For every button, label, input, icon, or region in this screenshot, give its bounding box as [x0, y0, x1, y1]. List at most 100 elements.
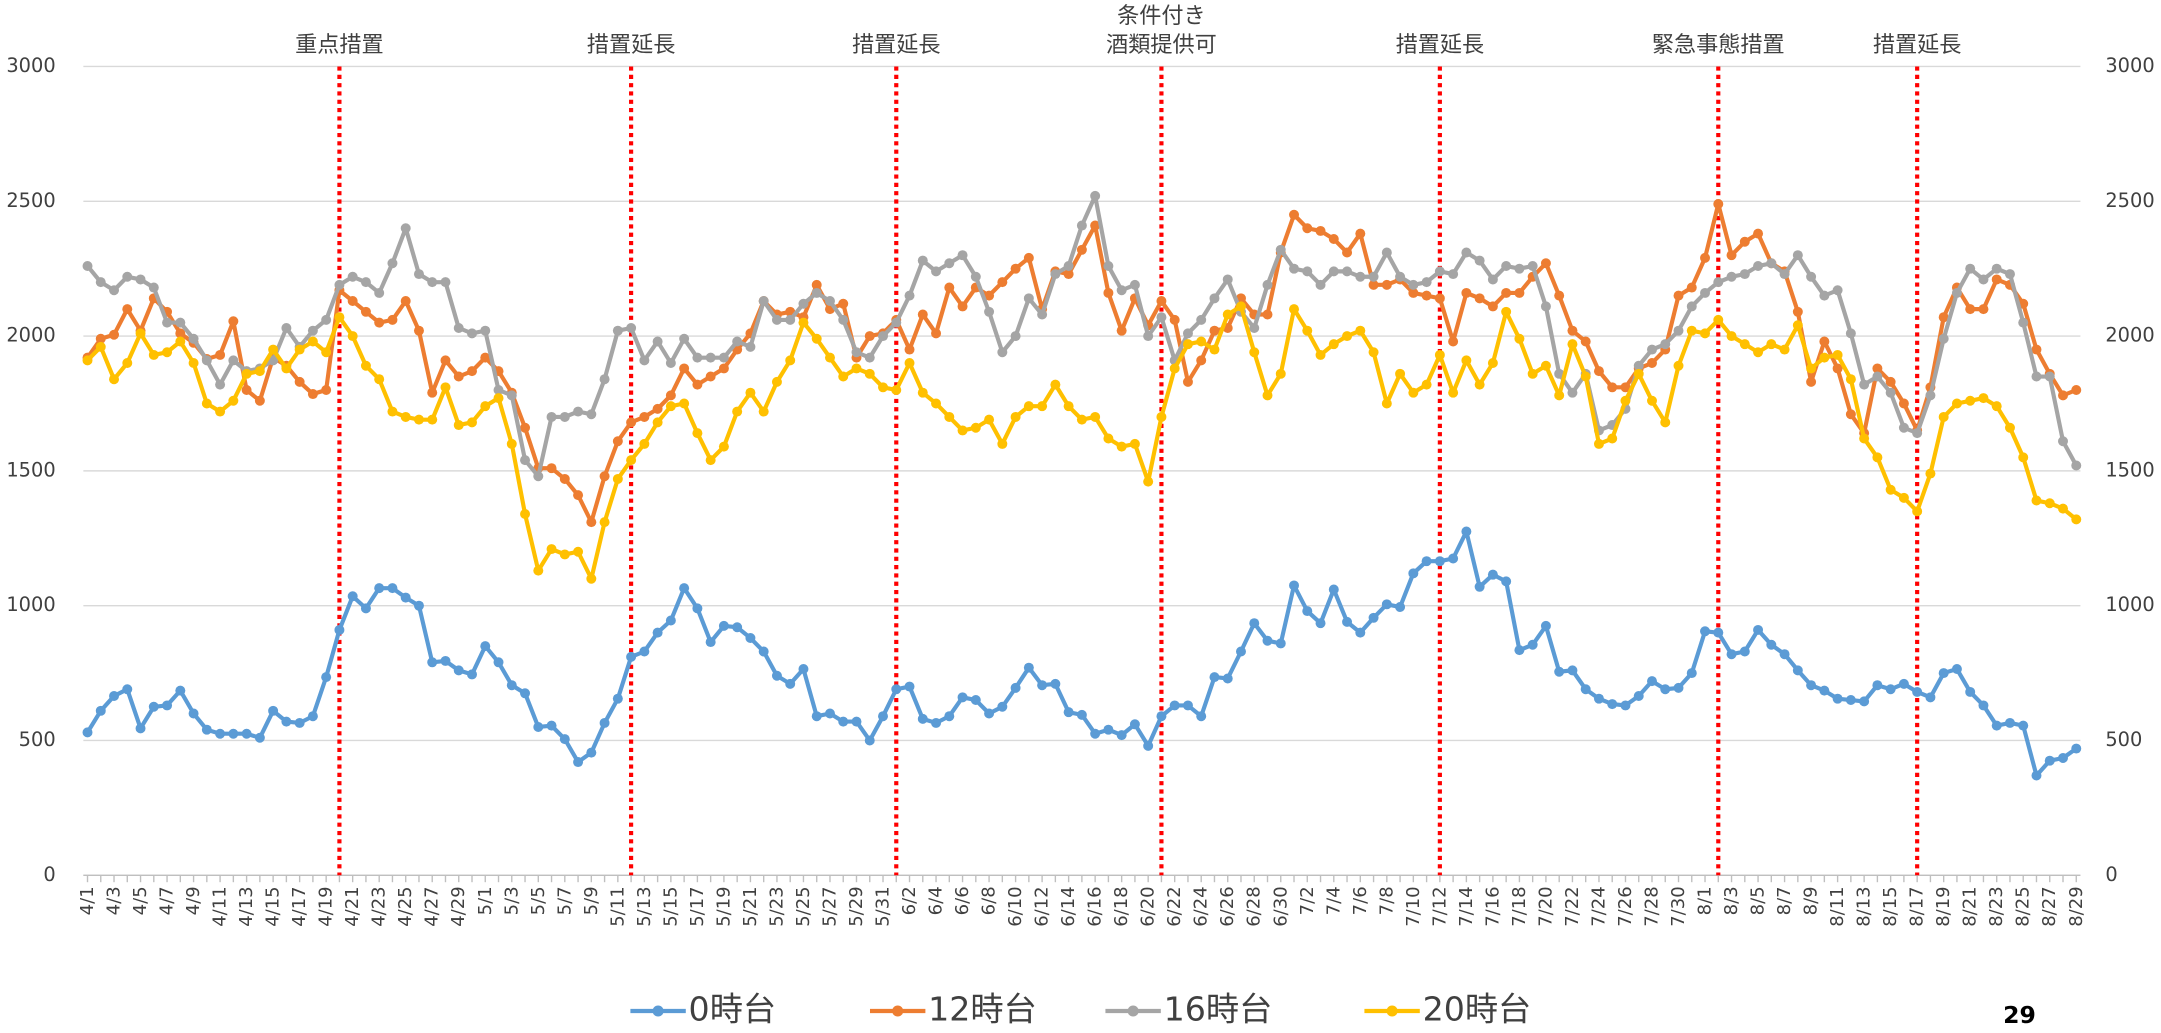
point [771, 376, 782, 387]
event-label: 酒類提供可 [1106, 32, 1217, 58]
x-tick-label: 8/7 [1774, 886, 1795, 915]
point [1395, 602, 1406, 613]
point [1421, 277, 1432, 288]
point [1686, 325, 1697, 336]
point [1501, 260, 1512, 271]
point [1514, 287, 1525, 298]
point [1116, 285, 1127, 296]
point [1580, 371, 1591, 382]
point [1076, 220, 1087, 231]
point [639, 438, 650, 449]
point [520, 509, 531, 519]
point [824, 708, 835, 719]
point [1355, 627, 1366, 638]
point [944, 711, 955, 722]
point [1898, 678, 1909, 689]
point [1381, 247, 1392, 258]
point [1620, 382, 1631, 393]
point [1686, 282, 1697, 293]
x-tick-label: 7/10 [1403, 886, 1424, 926]
x-tick-label: 5/19 [713, 886, 734, 926]
x-tick-label: 7/28 [1641, 886, 1662, 926]
point [1196, 314, 1207, 325]
point [1169, 314, 1180, 325]
point [95, 705, 106, 716]
point [1633, 360, 1644, 371]
point [1143, 331, 1154, 342]
point [1700, 626, 1711, 637]
point [1726, 271, 1737, 282]
point [1368, 271, 1379, 282]
point [1540, 620, 1551, 631]
x-tick-label: 8/15 [1880, 886, 1901, 926]
point [984, 414, 995, 425]
point [1832, 693, 1843, 704]
point [1342, 331, 1353, 342]
point [1474, 581, 1485, 592]
point [2071, 743, 2082, 754]
x-tick-label: 8/3 [1721, 886, 1742, 915]
point [1129, 719, 1140, 730]
point [109, 329, 120, 340]
point [427, 657, 438, 668]
x-tick-label: 4/13 [236, 886, 257, 926]
point [997, 701, 1008, 712]
point [811, 333, 822, 344]
x-tick-label: 6/4 [926, 886, 947, 915]
point [1381, 398, 1392, 409]
y2-tick-label: 3000 [2105, 54, 2154, 77]
point [586, 409, 597, 420]
point [268, 705, 279, 716]
point [95, 333, 106, 344]
point [785, 355, 796, 366]
point [82, 727, 93, 738]
point [1289, 580, 1300, 591]
point [1991, 401, 2002, 412]
point [997, 438, 1008, 449]
point [82, 355, 93, 366]
point [891, 317, 902, 328]
point [692, 352, 703, 363]
point [957, 692, 968, 703]
point [1647, 358, 1657, 369]
point [2044, 498, 2055, 509]
point [493, 393, 504, 404]
point [1368, 347, 1379, 358]
point [1991, 274, 2002, 285]
point [970, 271, 981, 282]
point [162, 317, 173, 328]
point [1700, 252, 1711, 263]
point [268, 355, 279, 366]
point [705, 371, 716, 382]
x-tick-label: 6/10 [1005, 886, 1026, 926]
point [1580, 684, 1591, 695]
point [1872, 680, 1883, 691]
point [1792, 250, 1803, 261]
point [718, 363, 729, 374]
point [480, 325, 491, 336]
point [268, 344, 279, 355]
point [1090, 411, 1101, 422]
point [1938, 312, 1949, 323]
x-tick-label: 8/1 [1695, 886, 1716, 915]
point [1554, 666, 1565, 677]
x-tick-label: 8/13 [1854, 886, 1875, 926]
point [2071, 514, 2082, 525]
point [1766, 258, 1777, 269]
point [718, 620, 729, 631]
point [1540, 301, 1551, 312]
point [1010, 411, 1021, 422]
point [944, 411, 955, 422]
point [360, 360, 371, 371]
x-tick-label: 7/20 [1535, 886, 1556, 926]
point [201, 724, 212, 735]
point [785, 678, 796, 689]
point [387, 406, 398, 417]
point [241, 728, 252, 739]
x-tick-label: 6/6 [952, 886, 973, 915]
point [705, 637, 716, 648]
point [467, 366, 477, 377]
point [2031, 344, 2042, 355]
point [931, 328, 942, 339]
point [1328, 339, 1339, 350]
